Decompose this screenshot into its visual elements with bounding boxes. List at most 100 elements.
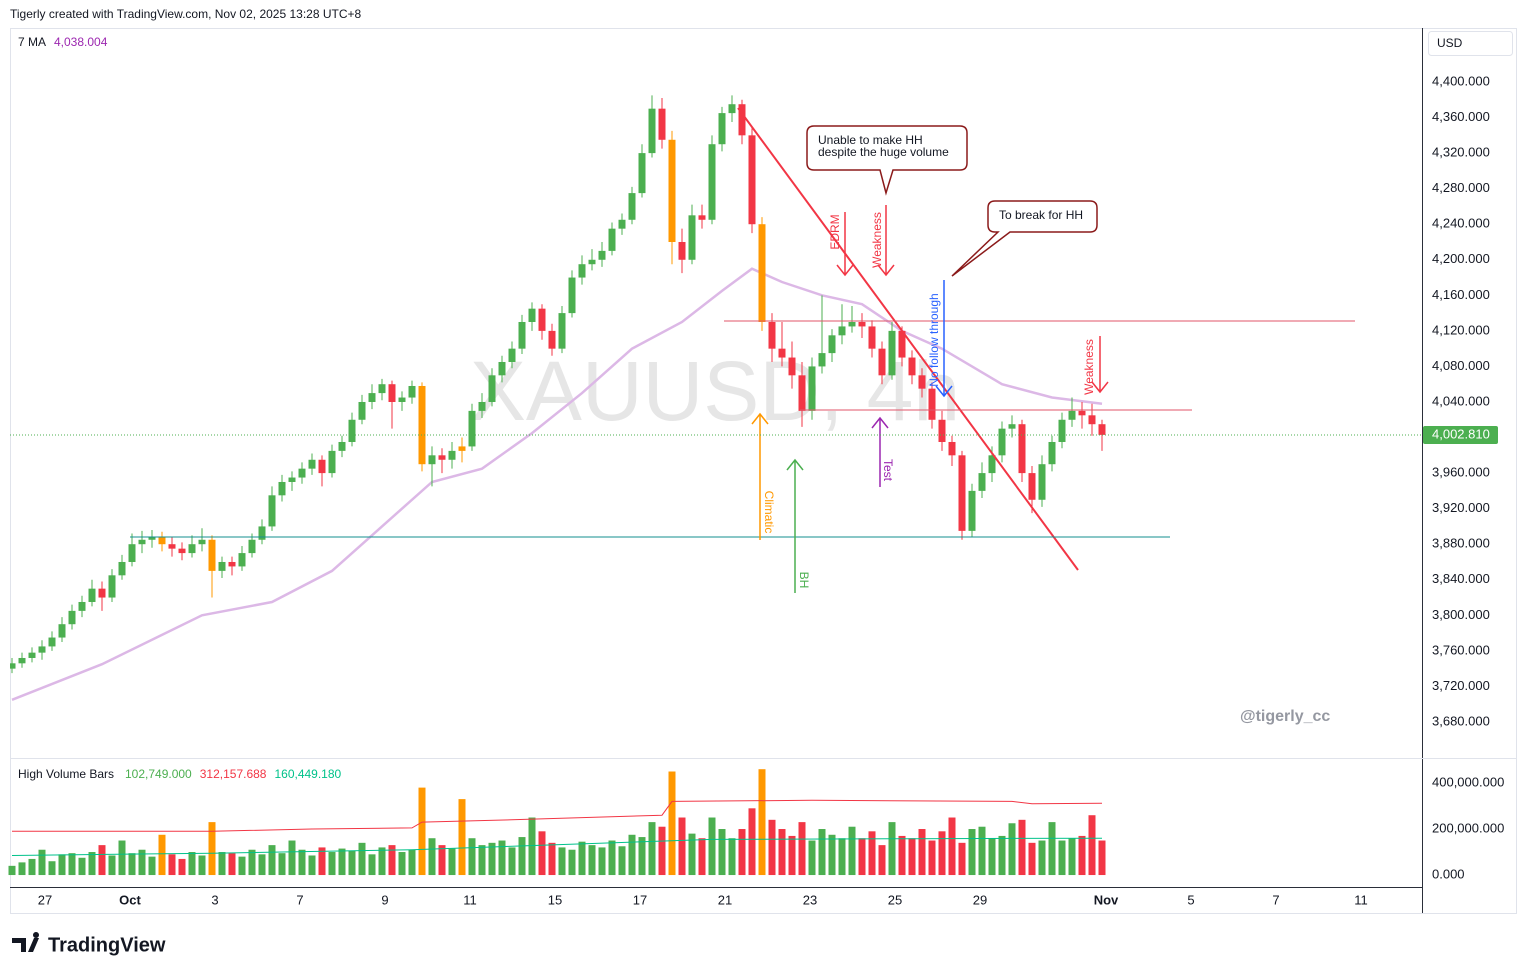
arrow (871, 416, 889, 487)
candle-body (708, 144, 716, 220)
volume-tick-label: 0.000 (1432, 866, 1465, 881)
volume-bar (378, 847, 386, 876)
candle-body (598, 250, 606, 260)
volume-bar (598, 847, 606, 876)
currency: USD (1437, 36, 1463, 50)
volume-bar (668, 771, 676, 876)
candle-body (98, 588, 106, 598)
candle-body (488, 375, 496, 402)
currency-box[interactable] (1428, 31, 1513, 56)
candle-body (418, 385, 426, 465)
candle-body (118, 561, 126, 576)
candle-body (628, 193, 636, 220)
candle-body (10, 663, 16, 669)
volume-bar (248, 849, 256, 876)
volume-bar (618, 846, 626, 876)
candle-body (308, 459, 316, 469)
candle-body (148, 537, 156, 540)
volume-bar (548, 842, 556, 876)
volume-bar (1058, 840, 1066, 876)
volume-bar (468, 838, 476, 876)
volume-bar (908, 838, 916, 876)
candle-body (848, 321, 856, 327)
candle-body (648, 108, 656, 154)
candle-body (798, 375, 806, 411)
volume-bar (8, 865, 16, 876)
volume-bar (1088, 815, 1096, 876)
y-tick-label: 3,880.000 (1432, 536, 1490, 551)
volume-bar (28, 858, 36, 876)
volume-bar (188, 852, 196, 876)
callout (951, 200, 1098, 277)
candle-body (968, 490, 976, 531)
volume-bar (498, 840, 506, 876)
volume-legend-value: 102,749.000 (125, 767, 192, 781)
frame (10, 28, 1517, 914)
candle-body (58, 624, 66, 638)
candle-body (388, 384, 396, 402)
arrow (1091, 336, 1109, 394)
candle-body (348, 419, 356, 442)
volume-bar (968, 829, 976, 876)
candle-body (928, 388, 936, 420)
candle-body (498, 361, 506, 376)
candle-body (328, 450, 336, 474)
y-tick-label: 3,840.000 (1432, 571, 1490, 586)
candle-body (718, 113, 726, 145)
y-tick-label: 3,920.000 (1432, 500, 1490, 515)
volume-bar (388, 845, 396, 876)
volume-bar (408, 849, 416, 876)
volume-bar (838, 838, 846, 876)
volume-bar (478, 845, 486, 876)
candle-body (778, 348, 786, 358)
volume-bar (448, 848, 456, 876)
volume-bar (428, 838, 436, 876)
candle-body (568, 277, 576, 314)
candle-body (938, 419, 946, 442)
volume-bar (648, 822, 656, 876)
x-tick-label: 5 (1187, 892, 1194, 907)
volume-bar (708, 817, 716, 876)
x-tick-label: 27 (38, 892, 52, 907)
candle-body (38, 646, 46, 653)
x-tick-label: 15 (548, 892, 562, 907)
volume-bar (738, 829, 746, 876)
candle-body (88, 588, 96, 602)
candle-body (658, 108, 666, 140)
candle-body (908, 357, 916, 376)
candle-body (318, 459, 326, 474)
candle-body (218, 561, 226, 571)
candle-body (18, 657, 26, 664)
volume-bar (948, 817, 956, 876)
x-tick-label: 11 (463, 892, 477, 907)
volume-bar (228, 853, 236, 876)
y-tick-label: 3,680.000 (1432, 713, 1490, 728)
volume-bar (568, 849, 576, 876)
trendline (737, 107, 1079, 571)
candle-body (208, 539, 216, 571)
arrow-label: BH (797, 572, 811, 589)
volume-bar (1018, 819, 1026, 876)
volume-tick-label: 200,000.000 (1432, 820, 1504, 835)
volume-bar (358, 842, 366, 876)
volume-bar (108, 855, 116, 876)
y-tick-label: 4,200.000 (1432, 251, 1490, 266)
y-tick-label: 4,120.000 (1432, 322, 1490, 337)
arrow (935, 280, 953, 398)
volume-bar (168, 854, 176, 876)
y-tick-label: 4,040.000 (1432, 393, 1490, 408)
volume-bar (558, 847, 566, 876)
volume-bar (1008, 823, 1016, 876)
arrow-label: EDRM (828, 214, 842, 249)
candle-body (818, 353, 826, 367)
candle-body (78, 601, 86, 611)
volume-bar (48, 861, 56, 876)
volume-bar (678, 817, 686, 876)
candle-body (698, 215, 706, 220)
candle-body (948, 441, 956, 456)
candle-body (588, 259, 596, 265)
candle-body (268, 495, 276, 527)
volume-bar (1028, 842, 1036, 876)
candle-body (728, 104, 736, 114)
